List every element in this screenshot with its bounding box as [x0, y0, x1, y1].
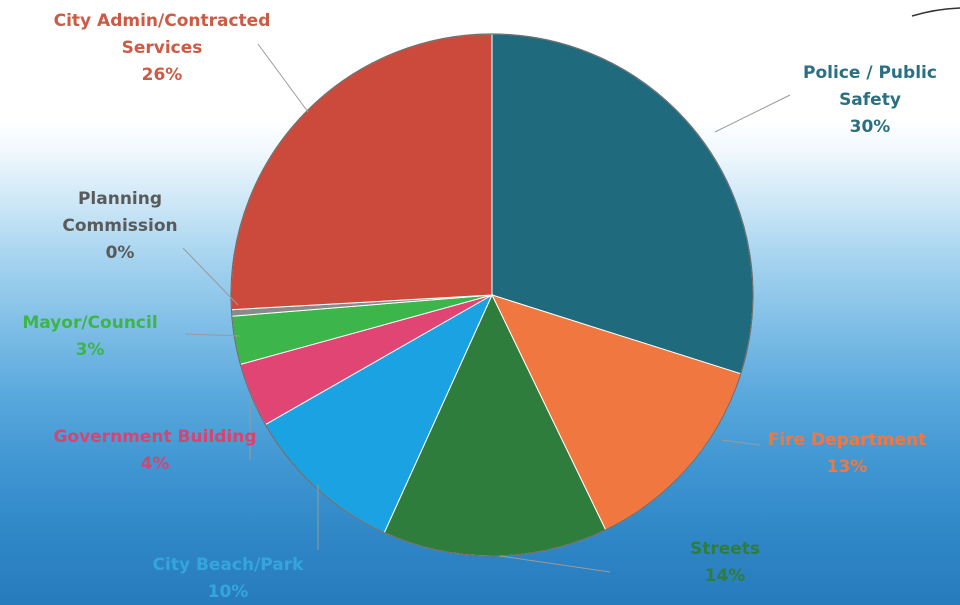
slice-label-city-admin-contracted-services: City Admin/Contracted Services 26% [54, 11, 271, 85]
slice-label-police-public-safety: Police / Public Safety 30% [803, 63, 937, 137]
leader-line-mayor-council [184, 333, 241, 337]
slice-percent: 26% [142, 65, 183, 85]
pie-slices [230, 33, 754, 557]
leader-line-police-public-safety [714, 94, 791, 133]
leader-line-planning-commission [182, 247, 239, 306]
slice-name: Commission [62, 216, 177, 236]
pie-rim [230, 33, 754, 557]
corner-mark [911, 7, 960, 17]
slice-percent: 0% [106, 243, 135, 263]
slice-name: City Admin/Contracted [54, 11, 271, 31]
slice-name: Mayor/Council [22, 313, 157, 333]
slice-percent: 3% [76, 340, 105, 360]
leader-line-streets [499, 555, 611, 573]
slice-name: Police / Public [803, 63, 937, 83]
leader-line-fire-department [721, 439, 761, 446]
slice-percent: 13% [827, 457, 868, 477]
slice-labels: Police / Public Safety 30% Fire Department 1… [22, 11, 937, 602]
leader-lines [182, 43, 791, 573]
slice-label-planning-commission: Planning Commission 0% [62, 189, 177, 263]
slice-label-city-beach-park: City Beach/Park 10% [153, 555, 305, 602]
slice-label-streets: Streets 14% [690, 539, 760, 586]
pie-slice-city-admin-contracted-services [230, 33, 493, 311]
slice-percent: 14% [705, 566, 746, 586]
slice-name: Fire Department [768, 430, 927, 450]
slice-label-fire-department: Fire Department 13% [768, 430, 927, 477]
slice-name: Services [122, 38, 203, 58]
slice-name: Planning [78, 189, 162, 209]
slice-name: City Beach/Park [153, 555, 305, 575]
slice-label-mayor-council: Mayor/Council 3% [22, 313, 157, 360]
slice-name: Streets [690, 539, 760, 559]
slice-name: Government Building [53, 427, 256, 447]
slice-label-government-building: Government Building 4% [53, 427, 256, 474]
slice-percent: 10% [208, 582, 249, 602]
leader-line-city-admin-contracted-services [257, 43, 309, 113]
slice-percent: 4% [141, 454, 170, 474]
slice-percent: 30% [850, 117, 891, 137]
slice-name: Safety [839, 90, 901, 110]
